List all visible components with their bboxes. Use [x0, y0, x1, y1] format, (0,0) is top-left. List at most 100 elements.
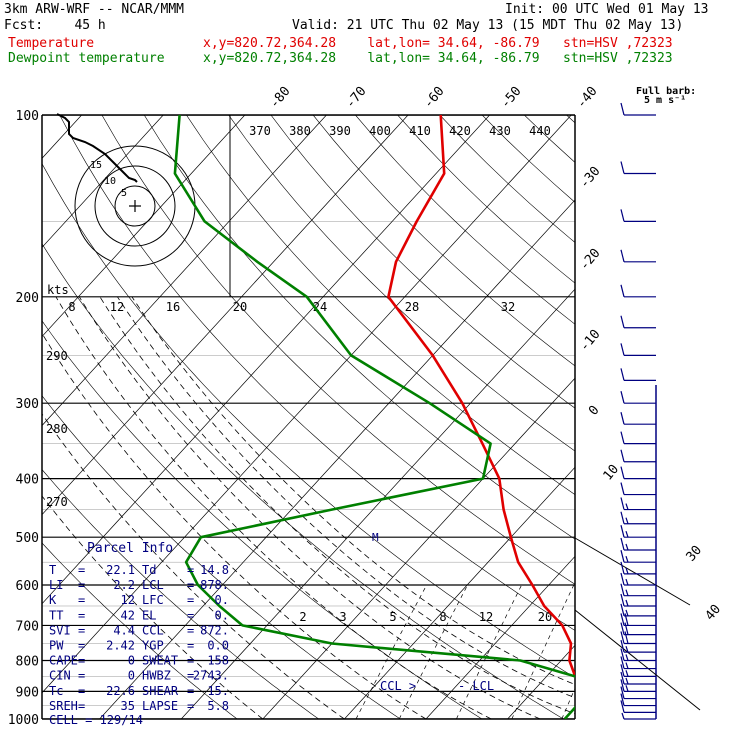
wind-barb	[620, 343, 656, 356]
moist-adiabat-line	[78, 296, 541, 719]
wind-barb	[620, 161, 656, 175]
parcel-eq: =	[78, 563, 85, 577]
parcel-label-right: LAPSE	[142, 699, 178, 713]
wind-barb-flag	[620, 284, 625, 297]
parcel-cell-label: CELL = 129/14	[49, 713, 143, 727]
parcel-eq: =	[187, 699, 194, 713]
hodograph-ring	[114, 185, 156, 227]
wind-scale-label: 8	[68, 300, 75, 314]
wind-barb-flag	[620, 482, 625, 495]
wind-barb-flag	[620, 693, 625, 706]
dewpoint-trace	[173, 115, 575, 719]
theta-label: 420	[449, 124, 471, 138]
lcl-marker: - LCL	[458, 679, 494, 693]
isotherm-line	[42, 115, 409, 516]
forecast-hour: Fcst: 45 h	[4, 18, 106, 33]
isotherm-label: -20	[577, 246, 604, 274]
wind-barb-flag	[620, 603, 625, 617]
isotherm-label: 10	[601, 462, 623, 484]
pressure-tick-label: 600	[16, 579, 39, 594]
isotherm-line	[42, 115, 572, 694]
parcel-eq: =	[78, 684, 85, 698]
dry-adiabat-line	[143, 115, 575, 540]
wind-barb	[620, 525, 656, 538]
parcel-value-right: 5.8	[207, 699, 229, 713]
dry-adiabat-line	[312, 115, 575, 367]
parcel-label-left: Tc	[49, 684, 63, 698]
dry-adiabat-line	[228, 115, 575, 452]
mixing-ratio-line	[561, 687, 575, 719]
wind-barb	[620, 671, 656, 685]
parcel-value-right: 0.0	[207, 639, 229, 653]
parcel-label-right: CCL	[142, 623, 164, 637]
hodograph-ring-label: 10	[104, 176, 116, 187]
moist-adiabat-line	[42, 413, 345, 719]
wind-barb-flag	[624, 631, 629, 644]
parcel-value-right: 2743.	[193, 669, 229, 683]
isotherm-label: 30	[684, 543, 706, 565]
parcel-label-right: Td	[142, 563, 156, 577]
temperature-location: x,y=820.72,364.28 lat,lon= 34.64, -86.79…	[203, 36, 673, 51]
wind-barb-half-flag	[625, 670, 629, 677]
parcel-value-left: 4.4	[113, 623, 135, 637]
parcel-eq: =	[78, 654, 85, 668]
parcel-label-left: SREH	[49, 699, 78, 713]
wind-scale-label: 20	[233, 300, 247, 314]
parcel-value-left: 42	[121, 608, 135, 622]
wind-barb-half-flag	[625, 517, 629, 524]
wind-barb-half-flag	[625, 685, 629, 692]
wind-barb-half-flag	[625, 503, 629, 510]
wind-barb	[620, 284, 656, 298]
parcel-eq: =	[187, 669, 194, 683]
wind-barb	[620, 572, 656, 586]
parcel-value-left: 0	[128, 654, 135, 668]
mixing-ratio-line	[511, 584, 575, 719]
dry-adiabat-line	[42, 542, 238, 719]
parcel-value-right: 878.	[200, 578, 229, 592]
parcel-eq: =	[187, 684, 194, 698]
isotherm-label: -70	[343, 84, 370, 112]
parcel-eq: =	[78, 593, 85, 607]
wind-barb	[620, 583, 656, 597]
wind-barb-half-flag	[625, 530, 629, 538]
wind-barb-flag	[620, 249, 625, 262]
wind-barb	[620, 209, 656, 222]
mixing-ratio-label: 12	[479, 610, 493, 624]
dry-adiabat-line	[355, 115, 575, 325]
wind-barb	[621, 712, 656, 720]
parcel-value-left: 12	[121, 593, 135, 607]
parcel-label-left: SVI	[49, 623, 71, 637]
isotherm-label: -80	[267, 84, 294, 112]
wind-barb-flag	[620, 161, 625, 174]
parcel-label-left: TT	[49, 608, 63, 622]
wind-barb	[620, 315, 656, 329]
pressure-tick-label: 300	[16, 397, 39, 412]
hodograph-ring	[94, 165, 176, 247]
wind-barb	[620, 497, 656, 511]
wind-barb	[620, 679, 656, 692]
wind-barb-flag	[620, 391, 625, 404]
wind-barb-flag	[620, 550, 625, 563]
wind-barb	[620, 466, 656, 480]
wind-barb-flag	[620, 583, 625, 596]
wind-barb-flag	[620, 622, 625, 635]
parcel-eq: =	[78, 639, 85, 653]
wind-barb-half-flag	[625, 662, 629, 669]
parcel-label-left: CIN	[49, 669, 71, 683]
parcel-label-left: CAPE	[49, 654, 78, 668]
parcel-label-right: SWEAT	[142, 654, 178, 668]
isotherm-label: -40	[574, 84, 601, 112]
parcel-value-right: 0.	[215, 608, 229, 622]
valid-time: Valid: 21 UTC Thu 02 May 13 (15 MDT Thu …	[292, 18, 684, 33]
wind-barb	[620, 631, 656, 645]
parcel-label-right: YGP	[142, 639, 164, 653]
mixing-ratio-line	[456, 584, 522, 719]
parcel-value-left: 22.6	[106, 684, 135, 698]
wind-barb	[620, 537, 656, 551]
mixing-ratio-label: 8	[439, 610, 446, 624]
dry-adiabat-line	[186, 115, 575, 496]
isotherm-line	[425, 555, 575, 719]
wind-barb-flag	[620, 613, 625, 626]
parcel-eq: =	[78, 623, 85, 637]
